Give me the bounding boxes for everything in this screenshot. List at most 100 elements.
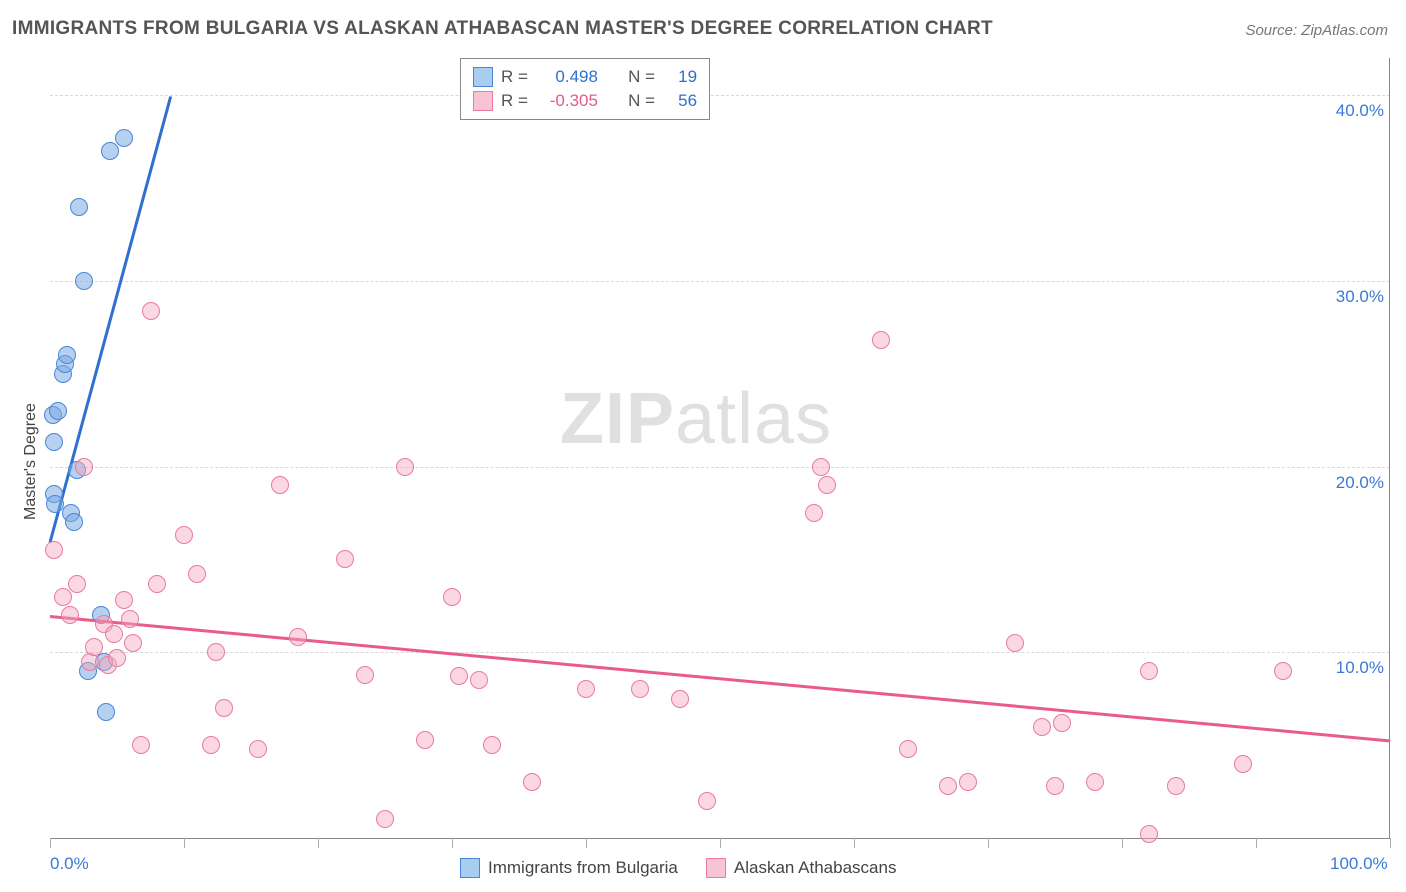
legend-r-value: -0.305 (536, 91, 598, 111)
scatter-point (115, 591, 133, 609)
scatter-point (49, 402, 67, 420)
legend-swatch (473, 91, 493, 111)
legend-r-label: R = (501, 91, 528, 111)
scatter-point (75, 458, 93, 476)
x-tick-mark (854, 838, 855, 848)
scatter-point (1234, 755, 1252, 773)
bottom-legend-label: Alaskan Athabascans (734, 858, 897, 878)
trend-line (49, 96, 172, 542)
scatter-point (1006, 634, 1024, 652)
y-tick-label: 40.0% (1304, 101, 1384, 121)
bottom-legend: Immigrants from Bulgaria Alaskan Athabasc… (460, 858, 896, 878)
scatter-point (1274, 662, 1292, 680)
scatter-point (124, 634, 142, 652)
scatter-point (523, 773, 541, 791)
legend-swatch (706, 858, 726, 878)
scatter-point (872, 331, 890, 349)
scatter-point (121, 610, 139, 628)
scatter-point (54, 588, 72, 606)
scatter-point (115, 129, 133, 147)
scatter-point (68, 575, 86, 593)
scatter-point (631, 680, 649, 698)
scatter-point (188, 565, 206, 583)
scatter-point (1167, 777, 1185, 795)
scatter-point (70, 198, 88, 216)
scatter-point (450, 667, 468, 685)
scatter-point (65, 513, 83, 531)
y-tick-label: 10.0% (1304, 658, 1384, 678)
chart-title: IMMIGRANTS FROM BULGARIA VS ALASKAN ATHA… (12, 18, 993, 40)
x-tick-mark (1256, 838, 1257, 848)
scatter-point (142, 302, 160, 320)
scatter-point (58, 346, 76, 364)
x-tick-mark (1390, 838, 1391, 848)
x-tick-mark (720, 838, 721, 848)
scatter-point (939, 777, 957, 795)
legend-swatch (473, 67, 493, 87)
x-tick-label: 0.0% (50, 854, 89, 874)
scatter-point (105, 625, 123, 643)
y-axis-title: Master's Degree (22, 403, 40, 520)
bottom-legend-item: Immigrants from Bulgaria (460, 858, 678, 878)
scatter-point (1033, 718, 1051, 736)
scatter-point (289, 628, 307, 646)
scatter-point (396, 458, 414, 476)
scatter-point (470, 671, 488, 689)
legend-n-value: 19 (663, 67, 697, 87)
legend-stats-box: R = 0.498 N = 19R = -0.305 N = 56 (460, 58, 710, 120)
scatter-point (249, 740, 267, 758)
scatter-point (577, 680, 595, 698)
scatter-point (1086, 773, 1104, 791)
scatter-point (108, 649, 126, 667)
scatter-point (132, 736, 150, 754)
legend-r-value: 0.498 (536, 67, 598, 87)
x-tick-mark (318, 838, 319, 848)
scatter-point (336, 550, 354, 568)
scatter-point (899, 740, 917, 758)
legend-n-label: N = (628, 91, 655, 111)
scatter-point (1046, 777, 1064, 795)
y-tick-label: 30.0% (1304, 287, 1384, 307)
x-tick-mark (452, 838, 453, 848)
scatter-point (483, 736, 501, 754)
scatter-point (698, 792, 716, 810)
scatter-point (207, 643, 225, 661)
scatter-point (271, 476, 289, 494)
x-tick-mark (50, 838, 51, 848)
scatter-point (101, 142, 119, 160)
scatter-point (1140, 825, 1158, 843)
bottom-legend-label: Immigrants from Bulgaria (488, 858, 678, 878)
x-tick-mark (586, 838, 587, 848)
scatter-point (45, 541, 63, 559)
scatter-point (812, 458, 830, 476)
chart-plot-area: ZIPatlas 10.0%20.0%30.0%40.0%0.0%100.0% (50, 58, 1390, 838)
y-axis-line-right (1389, 58, 1390, 838)
legend-n-value: 56 (663, 91, 697, 111)
scatter-point (959, 773, 977, 791)
legend-row: R = 0.498 N = 19 (473, 65, 697, 89)
scatter-point (175, 526, 193, 544)
scatter-point (1053, 714, 1071, 732)
x-tick-mark (184, 838, 185, 848)
x-tick-label: 100.0% (1330, 854, 1388, 874)
x-tick-mark (1122, 838, 1123, 848)
scatter-point (97, 703, 115, 721)
scatter-point (671, 690, 689, 708)
scatter-point (1140, 662, 1158, 680)
scatter-point (61, 606, 79, 624)
scatter-point (443, 588, 461, 606)
gridline-h (50, 467, 1390, 468)
scatter-point (215, 699, 233, 717)
trend-line (50, 615, 1390, 742)
gridline-h (50, 95, 1390, 96)
bottom-legend-item: Alaskan Athabascans (706, 858, 897, 878)
scatter-point (376, 810, 394, 828)
scatter-point (148, 575, 166, 593)
legend-swatch (460, 858, 480, 878)
gridline-h (50, 281, 1390, 282)
scatter-point (75, 272, 93, 290)
scatter-point (356, 666, 374, 684)
watermark: ZIPatlas (560, 378, 832, 460)
gridline-h (50, 652, 1390, 653)
legend-n-label: N = (628, 67, 655, 87)
